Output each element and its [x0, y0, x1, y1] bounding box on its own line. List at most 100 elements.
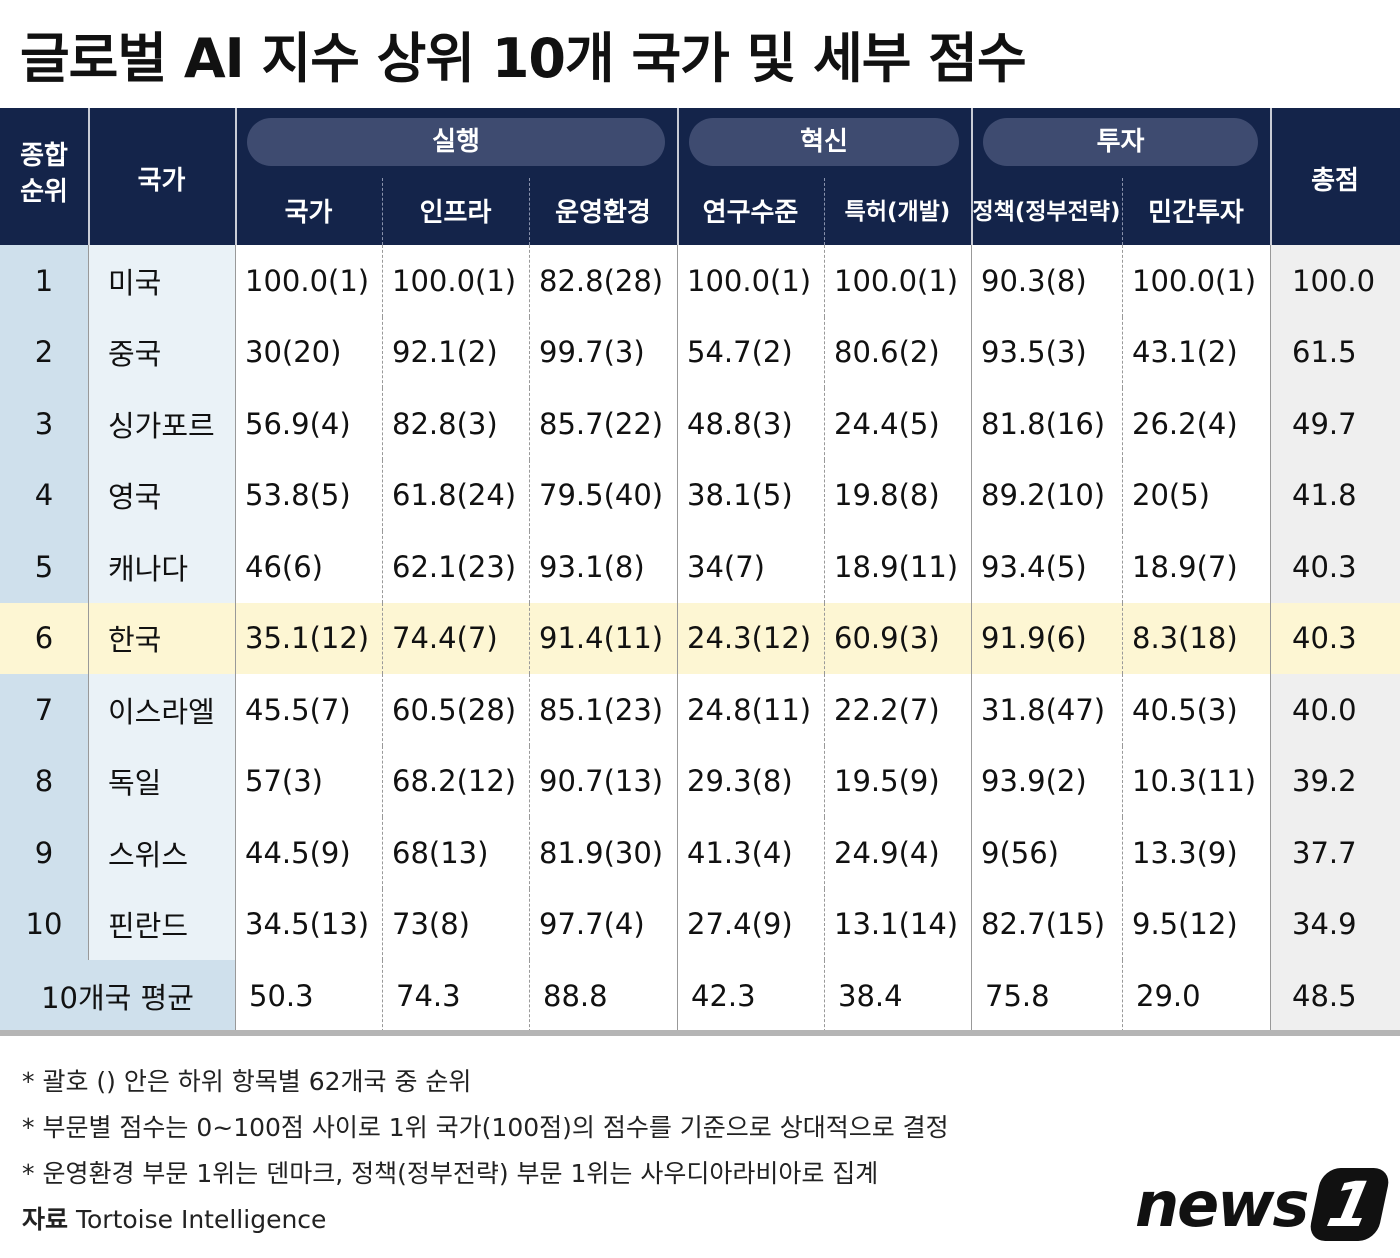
- score-cell: 19.8(8): [824, 459, 971, 531]
- column-divider: [971, 602, 972, 674]
- score-cell: 19.5(9): [824, 745, 971, 817]
- column-divider: [529, 888, 530, 960]
- score-cell: 34.5(13): [235, 888, 382, 960]
- column-divider: [971, 817, 972, 889]
- column-divider: [677, 459, 678, 531]
- score-cell: 97.7(4): [529, 888, 677, 960]
- score-cell: 85.7(22): [529, 388, 677, 460]
- table-row: 5 캐나다 46(6) 62.1(23) 93.1(8) 34(7) 18.9(11) 93.…: [0, 531, 1400, 604]
- score-cell: 13.3(9): [1122, 817, 1270, 889]
- score-cell: 35.1(12): [235, 602, 382, 674]
- column-divider: [529, 531, 530, 603]
- column-divider: [1122, 745, 1123, 817]
- score-cell: 45.5(7): [235, 674, 382, 746]
- column-divider: [971, 459, 972, 531]
- score-cell: 100.0(1): [235, 245, 382, 317]
- column-divider: [529, 817, 530, 889]
- column-divider: [971, 388, 972, 460]
- source-text: Tortoise Intelligence: [75, 1205, 327, 1234]
- column-divider: [529, 388, 530, 460]
- score-cell: 24.8(11): [677, 674, 824, 746]
- column-divider: [382, 388, 383, 460]
- score-cell: 22.2(7): [824, 674, 971, 746]
- rank-cell: 3: [0, 388, 88, 460]
- rank-cell: 9: [0, 817, 88, 889]
- rank-cell: 2: [0, 316, 88, 388]
- column-divider: [529, 960, 530, 1032]
- column-divider: [88, 388, 89, 460]
- column-divider: [1122, 817, 1123, 889]
- column-divider: [1270, 388, 1271, 460]
- score-cell: 74.3: [382, 960, 529, 1032]
- column-divider: [529, 602, 530, 674]
- column-divider: [677, 108, 679, 245]
- score-cell: 18.9(11): [824, 531, 971, 603]
- country-cell: 스위스: [88, 817, 235, 889]
- column-divider: [1270, 960, 1271, 1032]
- score-cell: 48.8(3): [677, 388, 824, 460]
- score-cell: 24.9(4): [824, 817, 971, 889]
- rank-cell: 7: [0, 674, 88, 746]
- country-cell: 한국: [88, 602, 235, 674]
- column-header: 운영환경: [555, 198, 651, 228]
- column-divider: [824, 674, 825, 746]
- footnote: * 운영환경 부문 1위는 덴마크, 정책(정부전략) 부문 1위는 사우디아라…: [22, 1159, 879, 1188]
- total-cell: 61.5: [1270, 316, 1400, 388]
- column-divider: [1270, 745, 1271, 817]
- column-divider: [1122, 178, 1123, 245]
- header-rank-l1: 종합: [20, 141, 68, 171]
- country-cell: 미국: [88, 245, 235, 317]
- country-cell: 싱가포르: [88, 388, 235, 460]
- column-divider: [235, 817, 236, 889]
- score-cell: 100.0(1): [1122, 245, 1270, 317]
- column-divider: [1270, 531, 1271, 603]
- score-cell: 9.5(12): [1122, 888, 1270, 960]
- column-divider: [235, 531, 236, 603]
- score-cell: 93.4(5): [971, 531, 1122, 603]
- total-cell: 34.9: [1270, 888, 1400, 960]
- score-cell: 91.9(6): [971, 602, 1122, 674]
- column-divider: [677, 602, 678, 674]
- column-header: 민간투자: [1148, 198, 1244, 228]
- column-divider: [824, 531, 825, 603]
- column-divider: [677, 817, 678, 889]
- score-cell: 53.8(5): [235, 459, 382, 531]
- column-divider: [88, 817, 89, 889]
- total-cell: 40.3: [1270, 602, 1400, 674]
- score-cell: 24.4(5): [824, 388, 971, 460]
- column-divider: [88, 674, 89, 746]
- table-row: 2 중국 30(20) 92.1(2) 99.7(3) 54.7(2) 80.6(2) 93.…: [0, 316, 1400, 389]
- column-divider: [1270, 602, 1271, 674]
- country-cell: 캐나다: [88, 531, 235, 603]
- total-cell: 41.8: [1270, 459, 1400, 531]
- column-divider: [971, 745, 972, 817]
- page-title: 글로벌 AI 지수 상위 10개 국가 및 세부 점수: [20, 27, 1027, 90]
- rank-cell: 10: [0, 888, 88, 960]
- column-divider: [824, 178, 825, 245]
- news1-logo: news 1: [1135, 1168, 1393, 1241]
- rank-cell: 8: [0, 745, 88, 817]
- column-divider: [677, 531, 678, 603]
- score-cell: 26.2(4): [1122, 388, 1270, 460]
- score-cell: 80.6(2): [824, 316, 971, 388]
- column-divider: [235, 674, 236, 746]
- column-divider: [824, 745, 825, 817]
- score-cell: 88.8: [529, 960, 677, 1032]
- score-cell: 24.3(12): [677, 602, 824, 674]
- column-divider: [824, 602, 825, 674]
- table-row: 9 스위스 44.5(9) 68(13) 81.9(30) 41.3(4) 24.9(4) 9…: [0, 817, 1400, 890]
- column-divider: [1270, 459, 1271, 531]
- column-divider: [971, 316, 972, 388]
- score-cell: 91.4(11): [529, 602, 677, 674]
- column-header: 국가: [284, 198, 333, 228]
- score-cell: 79.5(40): [529, 459, 677, 531]
- table-row: 1 미국 100.0(1) 100.0(1) 82.8(28) 100.0(1) 100.0…: [0, 245, 1400, 318]
- column-divider: [88, 531, 89, 603]
- logo-text: news: [1135, 1168, 1309, 1241]
- column-divider: [971, 531, 972, 603]
- source-label: 자료: [22, 1205, 69, 1234]
- score-cell: 20(5): [1122, 459, 1270, 531]
- column-divider: [971, 960, 972, 1032]
- score-cell: 93.5(3): [971, 316, 1122, 388]
- score-cell: 38.1(5): [677, 459, 824, 531]
